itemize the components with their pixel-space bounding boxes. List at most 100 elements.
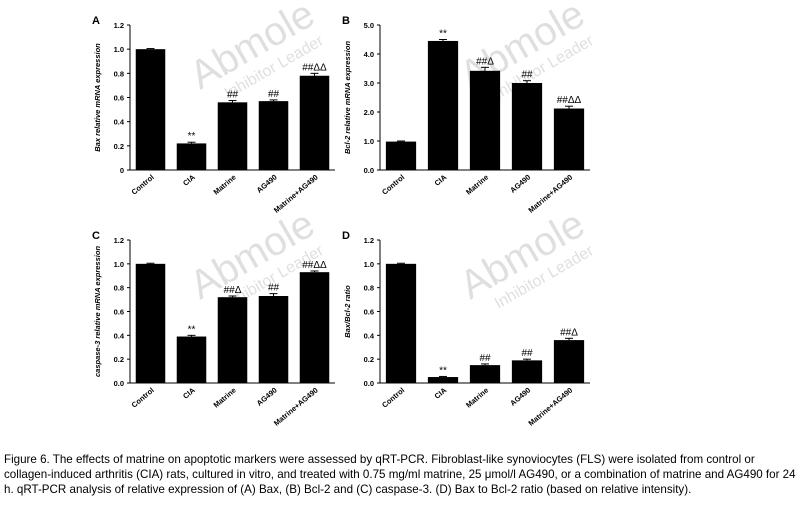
y-tick-label: 0.8 — [114, 69, 124, 78]
x-tick-label: Control — [130, 173, 156, 197]
significance-label: ## — [479, 353, 491, 364]
caption: Figure 6. The effects of matrine on apop… — [4, 453, 796, 496]
error-bar — [310, 270, 319, 273]
bar — [385, 263, 417, 383]
y-axis-label: Bax relative mRNA expression — [93, 43, 102, 152]
y-tick-label: 0.4 — [114, 331, 125, 340]
panel-label: B — [342, 15, 350, 27]
panel-label: D — [342, 230, 350, 242]
error-bar — [481, 363, 489, 366]
y-tick-label: 0.6 — [114, 94, 124, 103]
y-tick-label: 0.6 — [114, 308, 124, 317]
error-bar — [228, 100, 237, 103]
bar — [135, 263, 166, 383]
y-tick-label: 5.0 — [364, 21, 374, 30]
error-bar — [565, 105, 573, 109]
y-tick-label: 0.2 — [114, 355, 124, 364]
y-tick-label: 1.0 — [364, 260, 374, 269]
y-tick-label: 0.0 — [114, 379, 124, 388]
x-tick-label: Matrine — [464, 173, 490, 197]
significance-label: ## — [227, 90, 239, 101]
y-tick-label: 0.8 — [114, 284, 124, 293]
bar — [427, 40, 459, 171]
y-axis-label: Bax/Bcl-2 ratio — [343, 285, 352, 338]
bar — [511, 83, 543, 170]
error-bar — [565, 337, 573, 341]
panel-label: C — [92, 230, 100, 242]
x-tick-label: AG490 — [255, 386, 279, 408]
error-bar — [439, 375, 447, 378]
significance-label: ##Δ — [560, 327, 578, 338]
y-tick-label: 0.2 — [364, 355, 374, 364]
x-tick-label: CIA — [433, 172, 449, 188]
significance-label: ## — [521, 70, 533, 81]
y-tick-label: 1.0 — [114, 260, 124, 269]
significance-label: ** — [439, 29, 447, 40]
y-tick-label: 1.0 — [364, 137, 374, 146]
x-tick-label: Control — [380, 173, 406, 197]
error-bar — [146, 48, 155, 50]
x-tick-label: Matrine — [212, 386, 238, 410]
y-tick-label: 0.6 — [364, 308, 374, 317]
bar — [511, 360, 543, 383]
error-bar — [397, 140, 405, 142]
error-bar — [146, 262, 155, 264]
y-axis-label: caspase-3 relative mRNA expression — [93, 246, 102, 377]
error-bar — [228, 295, 237, 298]
significance-label: ## — [268, 283, 280, 294]
x-tick-label: Control — [130, 386, 156, 410]
y-tick-label: 1.0 — [114, 45, 124, 54]
bar — [258, 101, 289, 170]
error-bar — [187, 334, 196, 337]
y-tick-label: 0 — [120, 166, 124, 175]
significance-label: ** — [188, 131, 196, 142]
y-tick-label: 0.0 — [364, 379, 374, 388]
x-tick-label: Matrine+AG490 — [526, 386, 574, 428]
panel-label: A — [92, 15, 100, 27]
error-bar — [187, 141, 196, 144]
error-bar — [481, 66, 489, 71]
significance-label: ** — [439, 365, 447, 376]
significance-label: ##ΔΔ — [302, 260, 327, 271]
significance-label: ##ΔΔ — [302, 62, 327, 73]
bar — [469, 70, 501, 170]
y-tick-label: 0.4 — [114, 118, 125, 127]
y-tick-label: 3.0 — [364, 79, 374, 88]
bar — [176, 143, 207, 170]
y-tick-label: 1.2 — [114, 236, 124, 245]
error-bar — [269, 293, 278, 297]
significance-label: ## — [268, 89, 280, 100]
x-tick-label: AG490 — [508, 386, 532, 408]
bar — [135, 49, 166, 170]
significance-label: ** — [188, 324, 196, 335]
bar — [217, 297, 248, 383]
y-tick-label: 0.2 — [114, 142, 124, 151]
x-tick-label: AG490 — [255, 173, 279, 195]
significance-label: ## — [521, 348, 533, 359]
y-tick-label: 0.0 — [364, 166, 374, 175]
x-tick-label: Matrine — [464, 386, 490, 410]
error-bar — [269, 99, 278, 102]
bar — [258, 296, 289, 383]
bar — [299, 75, 330, 170]
y-tick-label: 4.0 — [364, 50, 374, 59]
bar — [176, 336, 207, 383]
significance-label: ##Δ — [476, 56, 494, 67]
error-bar — [397, 262, 405, 264]
bar — [299, 272, 330, 383]
bar — [553, 108, 585, 170]
y-axis-label: Bcl-2 relative mRNA expression — [343, 41, 352, 155]
significance-label: ##ΔΔ — [557, 95, 582, 106]
y-tick-label: 0.8 — [364, 284, 374, 293]
error-bar — [310, 72, 319, 76]
x-tick-label: CIA — [181, 385, 197, 401]
y-tick-label: 1.2 — [114, 21, 124, 30]
bar — [217, 102, 248, 170]
y-tick-label: 1.2 — [364, 236, 374, 245]
y-tick-label: 0.4 — [364, 331, 375, 340]
bar — [469, 365, 501, 383]
bar — [385, 141, 417, 170]
y-tick-label: 2.0 — [364, 108, 374, 117]
